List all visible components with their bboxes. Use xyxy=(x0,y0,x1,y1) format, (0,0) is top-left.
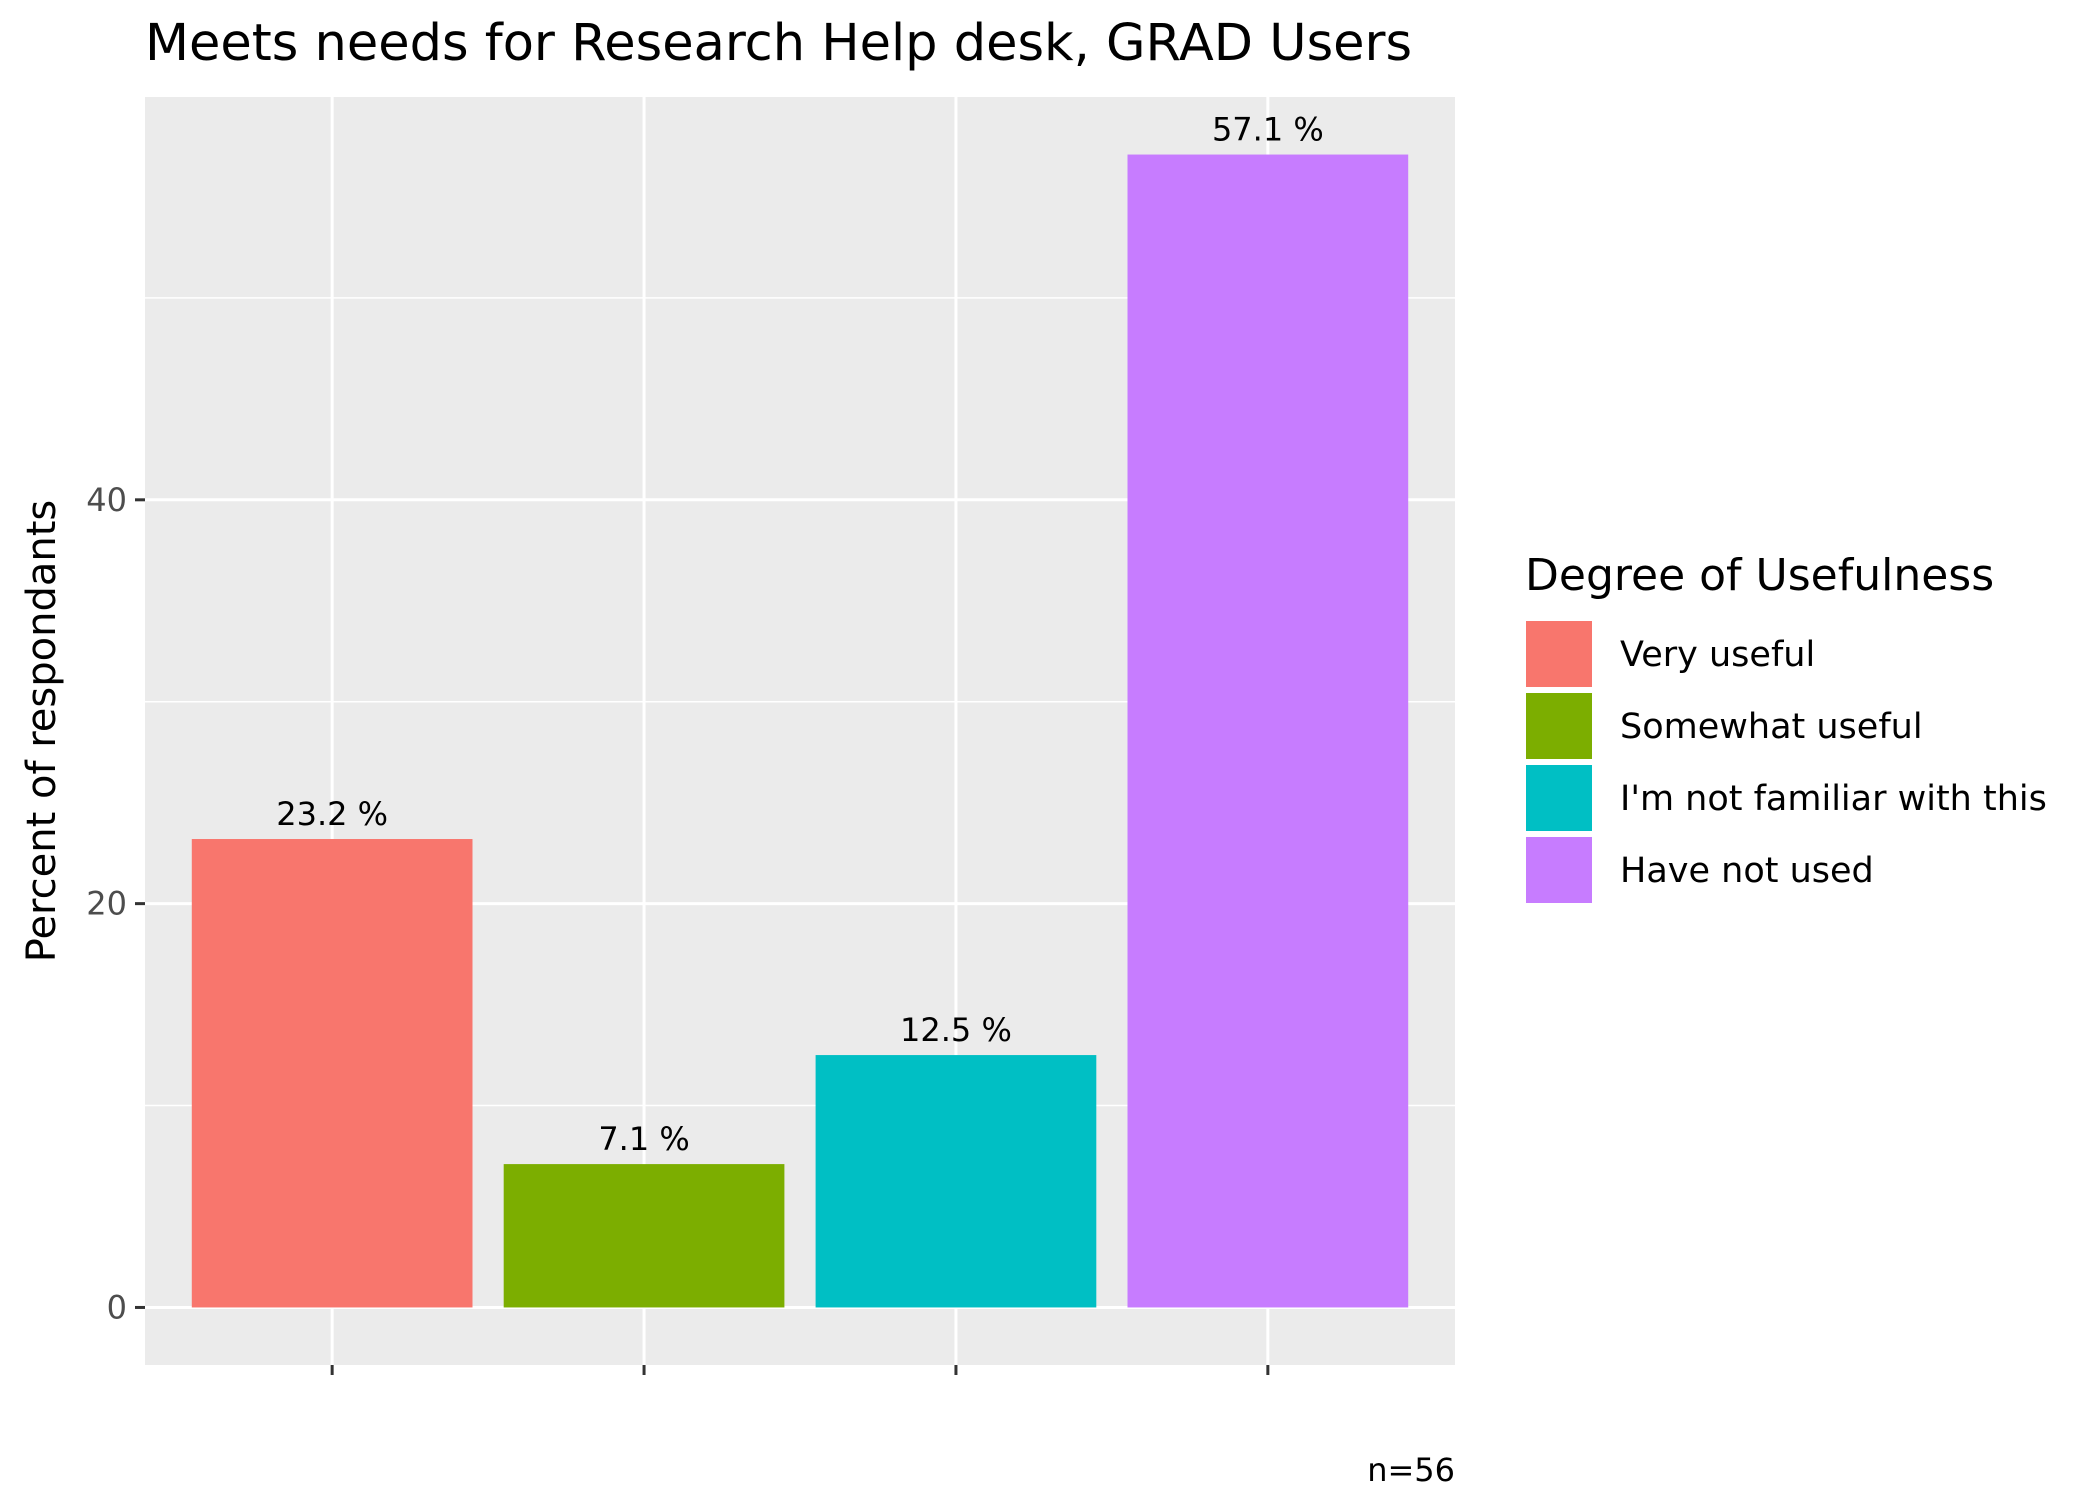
legend-key xyxy=(1524,619,1594,689)
bar-value-label: 7.1 % xyxy=(598,1120,689,1158)
y-tick-label: 0 xyxy=(107,1288,127,1326)
bar-labels: 23.2 % 7.1 % 12.5 % 57.1 % xyxy=(276,111,1324,1159)
chart-title: Meets needs for Research Help desk, GRAD… xyxy=(145,14,1412,73)
legend-label: Have not used xyxy=(1620,851,1874,891)
legend-key xyxy=(1524,835,1594,905)
caption: n=56 xyxy=(1367,1451,1455,1489)
bar-value-label: 23.2 % xyxy=(276,795,388,833)
bar xyxy=(191,839,473,1308)
y-tick-label: 20 xyxy=(86,885,127,923)
bar xyxy=(503,1164,785,1308)
legend-label: I'm not familiar with this xyxy=(1620,779,2047,819)
y-tick-label: 40 xyxy=(86,481,127,519)
y-axis: 0 20 40 xyxy=(86,481,145,1326)
y-axis-title: Percent of respondants xyxy=(19,500,65,963)
bar-value-label: 57.1 % xyxy=(1212,111,1324,149)
legend-items: Very useful Somewhat useful I'm not famili… xyxy=(1524,619,2047,905)
bar-value-label: 12.5 % xyxy=(900,1011,1012,1049)
legend-label: Very useful xyxy=(1620,635,1815,675)
bar xyxy=(815,1055,1097,1308)
legend-key xyxy=(1524,763,1594,833)
bars xyxy=(191,154,1409,1308)
bar xyxy=(1127,154,1409,1308)
legend-title: Degree of Usefulness xyxy=(1525,550,1994,601)
x-axis xyxy=(330,1365,1270,1375)
legend: Degree of Usefulness Very useful Somewhat… xyxy=(1524,550,2047,905)
legend-label: Somewhat useful xyxy=(1620,707,1923,747)
legend-key xyxy=(1524,691,1594,761)
